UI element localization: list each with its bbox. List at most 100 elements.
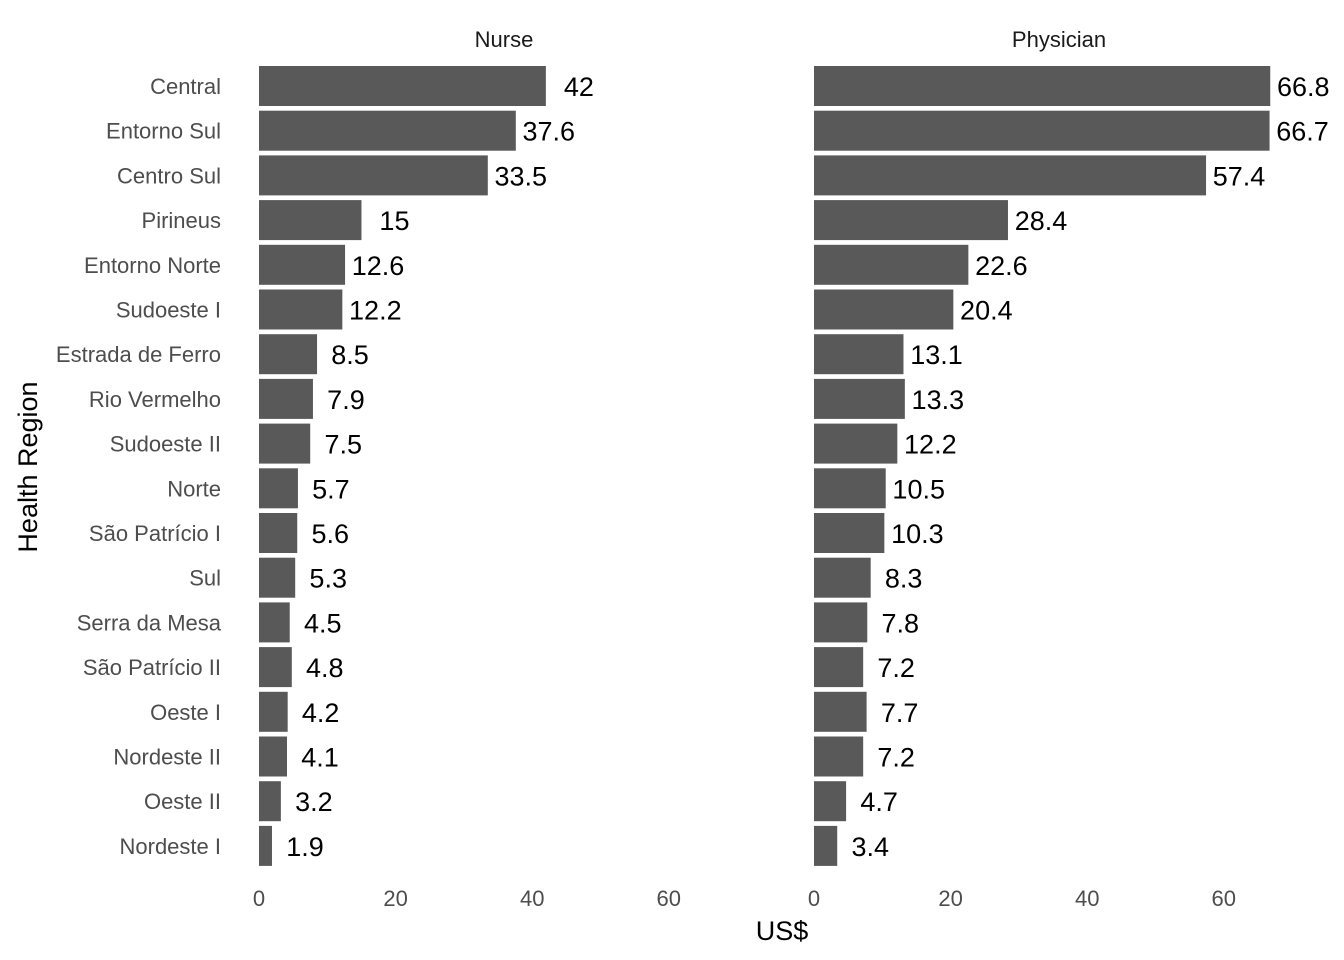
- category-label-estrada-de-ferro: Estrada de Ferro: [56, 342, 221, 367]
- x-tick-label: 60: [657, 886, 681, 911]
- y-axis-title: Health Region: [13, 381, 43, 552]
- category-label-oeste-i: Oeste I: [150, 700, 221, 725]
- bar-physician-sao-patricio-i: [814, 513, 885, 553]
- bar-nurse-oeste-ii: [259, 781, 281, 822]
- x-tick-label: 60: [1212, 886, 1236, 911]
- data-label-physician-sao-patricio-ii: 7.2: [877, 653, 915, 683]
- bar-physician-pirineus: [814, 200, 1008, 241]
- chart-panels: Nurse 0 20 40 60 42 37.6 33.5 15 12.6 12.2 8.5 7.9 7.…: [253, 27, 1330, 911]
- data-label-physician-oeste-i: 7.7: [881, 698, 919, 728]
- data-label-nurse-sao-patricio-i: 5.6: [311, 519, 349, 549]
- data-label-physician-serra-da-mesa: 7.8: [882, 608, 920, 638]
- data-label-physician-rio-vermelho: 13.3: [912, 385, 965, 415]
- bar-nurse-sul: [259, 557, 296, 598]
- bar-nurse-serra-da-mesa: [259, 602, 290, 643]
- data-label-nurse-serra-da-mesa: 4.5: [304, 608, 342, 638]
- bar-nurse-sudoeste-ii: [259, 423, 311, 464]
- x-tick-label: 0: [808, 886, 820, 911]
- data-label-physician-sao-patricio-i: 10.3: [891, 519, 944, 549]
- x-tick-label: 20: [383, 886, 407, 911]
- data-label-nurse-sao-patricio-ii: 4.8: [306, 653, 344, 683]
- category-label-oeste-ii: Oeste II: [144, 789, 221, 814]
- data-label-physician-nordeste-ii: 7.2: [877, 743, 915, 773]
- category-label-pirineus: Pirineus: [142, 208, 221, 233]
- data-label-physician-sudoeste-i: 20.4: [960, 296, 1013, 326]
- data-label-nurse-sul: 5.3: [309, 564, 347, 594]
- data-label-physician-entorno-norte: 22.6: [975, 251, 1028, 281]
- data-label-nurse-norte: 5.7: [312, 474, 350, 504]
- bar-nurse-sudoeste-i: [259, 289, 343, 330]
- bar-nurse-entorno-norte: [259, 244, 346, 285]
- bar-physician-oeste-ii: [814, 781, 847, 822]
- category-label-sudoeste-ii: Sudoeste II: [110, 432, 221, 457]
- data-label-physician-pirineus: 28.4: [1015, 206, 1068, 236]
- data-label-nurse-rio-vermelho: 7.9: [327, 385, 365, 415]
- category-labels: Central Entorno Sul Centro Sul Pirineus Ento…: [56, 74, 222, 859]
- bar-physician-centro-sul: [814, 155, 1207, 196]
- data-label-nurse-nordeste-i: 1.9: [286, 832, 324, 862]
- panel-nurse: Nurse 0 20 40 60 42 37.6 33.5 15 12.6 12.2 8.5 7.9 7.…: [253, 27, 681, 911]
- category-label-entorno-sul: Entorno Sul: [106, 119, 221, 144]
- data-label-physician-oeste-ii: 4.7: [860, 787, 898, 817]
- panel-physician: Physician 0 20 40 60 66.8 66.7 57.4 28.4 22.6 20.4…: [808, 27, 1330, 911]
- bar-nurse-sao-patricio-i: [259, 513, 298, 553]
- facet-title-physician: Physician: [1012, 27, 1106, 52]
- bar-nurse-rio-vermelho: [259, 378, 313, 419]
- data-label-nurse-nordeste-ii: 4.1: [301, 743, 339, 773]
- bar-nurse-nordeste-ii: [259, 736, 288, 777]
- data-label-physician-centro-sul: 57.4: [1213, 161, 1266, 191]
- data-label-physician-entorno-sul: 66.7: [1276, 117, 1329, 147]
- bar-physician-serra-da-mesa: [814, 602, 868, 643]
- bar-nurse-estrada-de-ferro: [259, 334, 318, 375]
- bar-physician-sudoeste-ii: [814, 423, 898, 464]
- category-label-sudoeste-i: Sudoeste I: [116, 298, 221, 323]
- data-label-nurse-entorno-norte: 12.6: [352, 251, 405, 281]
- category-label-nordeste-ii: Nordeste II: [113, 745, 221, 770]
- bar-physician-nordeste-i: [814, 825, 838, 866]
- bar-physician-estrada-de-ferro: [814, 334, 904, 375]
- bar-physician-rio-vermelho: [814, 378, 905, 419]
- bar-nurse-oeste-i: [259, 691, 288, 732]
- bar-nurse-centro-sul: [259, 155, 488, 196]
- x-tick-label: 0: [253, 886, 265, 911]
- category-label-serra-da-mesa: Serra da Mesa: [77, 610, 222, 635]
- bar-physician-nordeste-ii: [814, 736, 864, 777]
- category-label-sao-patricio-i: São Patrício I: [89, 521, 221, 546]
- category-label-nordeste-i: Nordeste I: [120, 834, 222, 859]
- data-label-nurse-oeste-ii: 3.2: [295, 787, 333, 817]
- bar-nurse-central: [259, 66, 546, 106]
- bar-physician-sao-patricio-ii: [814, 647, 864, 688]
- x-tick-label: 40: [1075, 886, 1099, 911]
- category-label-norte: Norte: [167, 476, 221, 501]
- x-tick-label: 40: [520, 886, 544, 911]
- bar-physician-central: [814, 66, 1271, 106]
- data-label-nurse-oeste-i: 4.2: [302, 698, 340, 728]
- data-label-nurse-entorno-sul: 37.6: [523, 117, 576, 147]
- data-label-nurse-centro-sul: 33.5: [495, 161, 548, 191]
- category-label-sao-patricio-ii: São Patrício II: [83, 655, 221, 680]
- x-tick-label: 20: [938, 886, 962, 911]
- bar-nurse-entorno-sul: [259, 110, 516, 151]
- facet-title-nurse: Nurse: [475, 27, 534, 52]
- data-label-physician-sudoeste-ii: 12.2: [904, 430, 957, 460]
- data-label-nurse-sudoeste-ii: 7.5: [324, 430, 362, 460]
- bar-physician-entorno-sul: [814, 110, 1270, 151]
- category-label-rio-vermelho: Rio Vermelho: [89, 387, 221, 412]
- data-label-physician-norte: 10.5: [892, 474, 945, 504]
- data-label-nurse-pirineus: 15: [379, 206, 409, 236]
- bar-physician-sudoeste-i: [814, 289, 954, 330]
- data-label-nurse-central: 42: [564, 72, 594, 102]
- bar-physician-sul: [814, 557, 871, 598]
- data-label-physician-central: 66.8: [1277, 72, 1330, 102]
- data-label-physician-nordeste-i: 3.4: [851, 832, 889, 862]
- bar-nurse-pirineus: [259, 200, 362, 241]
- category-label-entorno-norte: Entorno Norte: [84, 253, 221, 278]
- category-label-central: Central: [150, 74, 221, 99]
- bar-nurse-sao-patricio-ii: [259, 647, 292, 688]
- data-label-physician-sul: 8.3: [885, 564, 923, 594]
- bar-physician-entorno-norte: [814, 244, 969, 285]
- category-label-sul: Sul: [189, 566, 221, 591]
- bar-nurse-nordeste-i: [259, 825, 272, 866]
- category-label-centro-sul: Centro Sul: [117, 163, 221, 188]
